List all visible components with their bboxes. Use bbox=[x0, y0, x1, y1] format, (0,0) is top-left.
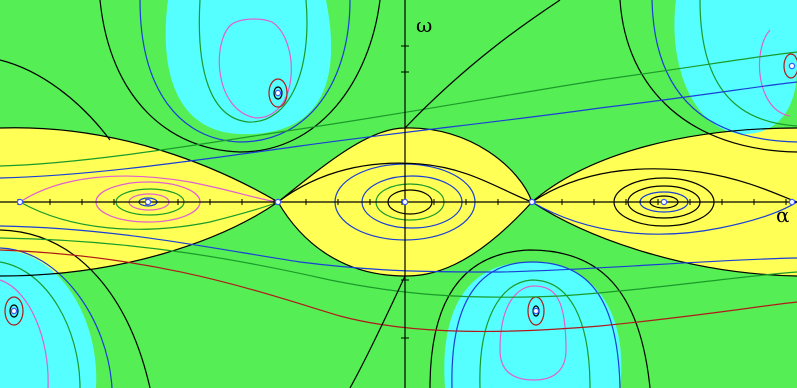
lobe-bottom-center bbox=[444, 262, 622, 388]
lobe-top-right bbox=[674, 0, 797, 135]
center-point-icon bbox=[274, 89, 282, 97]
axis-ticks bbox=[17, 45, 787, 339]
center-point-icon bbox=[788, 62, 796, 70]
fixed-points bbox=[10, 62, 796, 315]
saddle-point-icon bbox=[788, 198, 796, 206]
center-point-icon bbox=[532, 307, 540, 315]
saddle-point-icon bbox=[274, 198, 282, 206]
contours-top-right bbox=[619, 0, 797, 153]
lobe-top-center bbox=[165, 0, 332, 135]
center-point-icon bbox=[660, 198, 668, 206]
y-axis-label: ω bbox=[416, 13, 432, 37]
saddle-point-icon bbox=[528, 198, 536, 206]
contours-bottom-left bbox=[0, 229, 151, 388]
x-axis-label: α bbox=[776, 203, 790, 227]
center-point-icon bbox=[10, 307, 18, 315]
center-point-icon bbox=[144, 198, 152, 206]
contours-top-center bbox=[99, 0, 381, 153]
saddle-point-icon bbox=[16, 198, 24, 206]
contours-bottom-center bbox=[429, 249, 651, 388]
center-point-icon bbox=[401, 198, 409, 206]
lobe-bottom-left bbox=[0, 250, 97, 388]
